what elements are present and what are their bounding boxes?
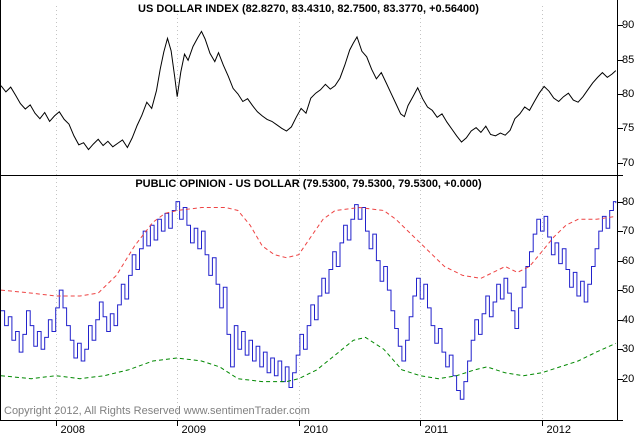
bottom-panel-title: PUBLIC OPINION - US DOLLAR (79.5300, 79.…	[135, 178, 482, 190]
copyright-text: Copyright 2012, All Rights Reserved www.…	[4, 405, 310, 417]
y-axis-tick-label: 85	[622, 53, 635, 66]
us-dollar-index-line	[0, 30, 617, 151]
y-axis-tick-label: 30	[622, 342, 635, 355]
x-axis-tick-label: 2009	[181, 424, 206, 436]
y-axis-tick-label: 80	[622, 87, 635, 100]
y-axis-tick-label: 60	[622, 254, 635, 267]
upper-band-line	[0, 206, 616, 297]
x-axis-tick-label: 2012	[546, 424, 571, 436]
y-axis-tick-label: 50	[622, 283, 635, 296]
top-panel-title: US DOLLAR INDEX (82.8270, 83.4310, 82.75…	[138, 3, 479, 15]
x-axis-tick-label: 2011	[424, 424, 449, 436]
y-axis-tick-label: 70	[622, 156, 635, 169]
x-axis-tick-label: 2008	[60, 424, 85, 436]
y-axis-tick-label: 20	[622, 372, 635, 385]
public-opinion-us-dollar-line	[1, 201, 617, 400]
y-axis-tick-label: 40	[622, 313, 635, 326]
lower-band-line	[0, 336, 617, 383]
x-axis-tick-label: 2010	[303, 424, 328, 436]
y-axis-tick-label: 70	[622, 224, 635, 237]
y-axis-tick-label: 90	[622, 18, 635, 31]
y-axis-tick-label: 80	[622, 195, 635, 208]
y-axis-tick-label: 75	[622, 121, 635, 134]
